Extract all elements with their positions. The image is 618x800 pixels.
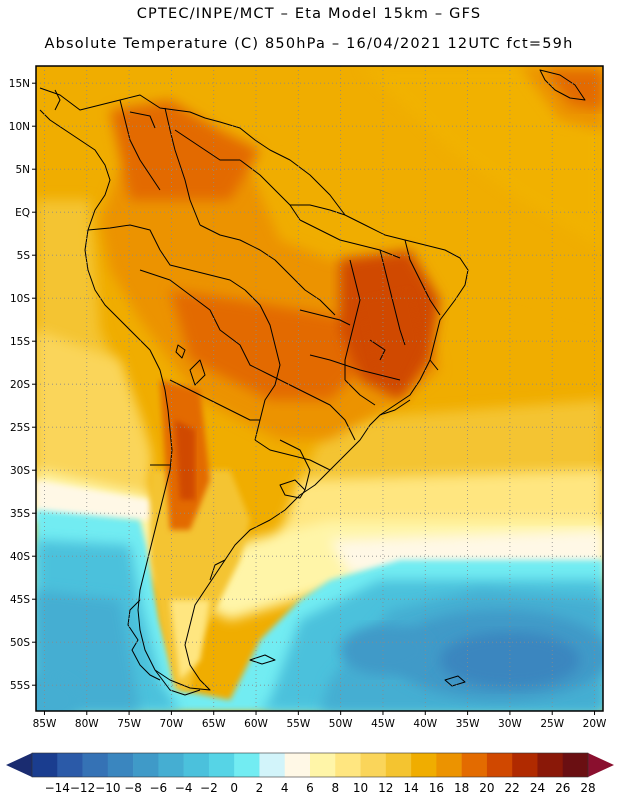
lon-tick-label: 70W	[160, 718, 184, 730]
colorbar-label: 14	[403, 781, 418, 795]
lon-tick-label: 65W	[202, 718, 226, 730]
colorbar-label: 28	[580, 781, 595, 795]
lon-tick-label: 50W	[329, 718, 353, 730]
lat-tick-label: 20S	[10, 379, 30, 391]
colorbar-swatch	[183, 753, 210, 777]
colorbar-swatch	[436, 753, 462, 777]
colorbar-label: −12	[70, 781, 95, 795]
colorbar-label: 6	[306, 781, 314, 795]
colorbar-swatch	[537, 753, 564, 777]
latitude-axis: 15N 10N 5N EQ 5S 10S 15S 20S 25S 30S 35S 40S 45S 50S 5…	[9, 78, 36, 692]
colorbar-swatch	[82, 753, 109, 777]
colorbar-label: 22	[505, 781, 520, 795]
lat-tick-label: 5N	[15, 164, 30, 176]
colorbar-label: −6	[150, 781, 168, 795]
lat-tick-label: 5S	[17, 250, 31, 262]
colorbar-max-arrow	[588, 753, 614, 777]
lon-tick-label: 25W	[540, 718, 564, 730]
colorbar: −14 −12 −10 −8 −6 −4 −2 0 2 4 6 8 10 12 14 16 18 20 22 24 26…	[6, 752, 614, 795]
colorbar-label: −14	[45, 781, 70, 795]
colorbar-label: 18	[454, 781, 469, 795]
colorbar-swatch	[158, 753, 184, 777]
colorbar-label: 24	[530, 781, 545, 795]
lon-tick-label: 85W	[33, 718, 57, 730]
lat-tick-label: EQ	[15, 207, 30, 219]
lat-tick-label: 40S	[10, 551, 30, 563]
lon-tick-label: 75W	[117, 718, 141, 730]
colorbar-label: 16	[429, 781, 444, 795]
map-frame	[35, 65, 604, 712]
map-title: CPTEC/INPE/MCT – Eta Model 15km – GFS	[136, 6, 482, 22]
lat-tick-label: 15N	[9, 78, 30, 90]
map-subtitle: Absolute Temperature (C) 850hPa – 16/04/…	[44, 36, 574, 52]
colorbar-swatch	[461, 753, 488, 777]
colorbar-swatch	[107, 753, 134, 777]
colorbar-min-arrow	[6, 753, 32, 777]
map-graticule	[36, 66, 603, 711]
colorbar-swatch	[133, 753, 159, 777]
colorbar-swatch	[360, 753, 387, 777]
colorbar-swatch	[335, 753, 361, 777]
colorbar-swatch	[310, 753, 336, 777]
temperature-field	[36, 66, 603, 711]
colorbar-swatch	[486, 753, 513, 777]
colorbar-label: 0	[230, 781, 238, 795]
longitude-axis: 85W 80W 75W 70W 65W 60W 55W 50W 45W 40W 35W 30W 25W 2…	[33, 711, 607, 730]
colorbar-label: 4	[281, 781, 289, 795]
lon-tick-label: 30W	[498, 718, 522, 730]
lat-tick-label: 15S	[10, 336, 30, 348]
lon-tick-label: 45W	[371, 718, 395, 730]
colorbar-swatch	[512, 753, 538, 777]
colorbar-label: 12	[378, 781, 393, 795]
lon-tick-label: 35W	[456, 718, 480, 730]
colorbar-label: 10	[353, 781, 368, 795]
colorbar-swatch	[284, 753, 311, 777]
colorbar-swatch	[208, 753, 235, 777]
lat-tick-label: 50S	[10, 637, 30, 649]
lon-tick-label: 40W	[413, 718, 437, 730]
lon-tick-label: 20W	[583, 718, 607, 730]
colorbar-swatch	[411, 753, 437, 777]
colorbar-swatch	[57, 753, 83, 777]
colorbar-label: −2	[200, 781, 218, 795]
country-borders	[39, 69, 586, 696]
colorbar-swatch	[385, 753, 412, 777]
colorbar-swatch	[234, 753, 260, 777]
colorbar-swatch	[562, 753, 589, 777]
colorbar-label: −4	[175, 781, 193, 795]
lon-tick-label: 80W	[75, 718, 99, 730]
colorbar-outline	[31, 752, 589, 778]
lat-tick-label: 55S	[10, 680, 30, 692]
colorbar-swatch	[32, 753, 58, 777]
lat-tick-label: 10N	[9, 121, 30, 133]
colorbar-label: −10	[95, 781, 120, 795]
colorbar-label: −8	[124, 781, 142, 795]
lon-tick-label: 60W	[244, 718, 268, 730]
colorbar-label: 2	[256, 781, 264, 795]
lat-tick-label: 30S	[10, 465, 30, 477]
colorbar-label: 20	[479, 781, 494, 795]
lat-tick-label: 35S	[10, 508, 30, 520]
colorbar-label: 26	[555, 781, 570, 795]
lat-tick-label: 10S	[10, 293, 30, 305]
lat-tick-label: 25S	[10, 422, 30, 434]
lon-tick-label: 55W	[286, 718, 310, 730]
colorbar-label: 8	[331, 781, 339, 795]
lat-tick-label: 45S	[10, 594, 30, 606]
colorbar-swatch	[259, 753, 286, 777]
